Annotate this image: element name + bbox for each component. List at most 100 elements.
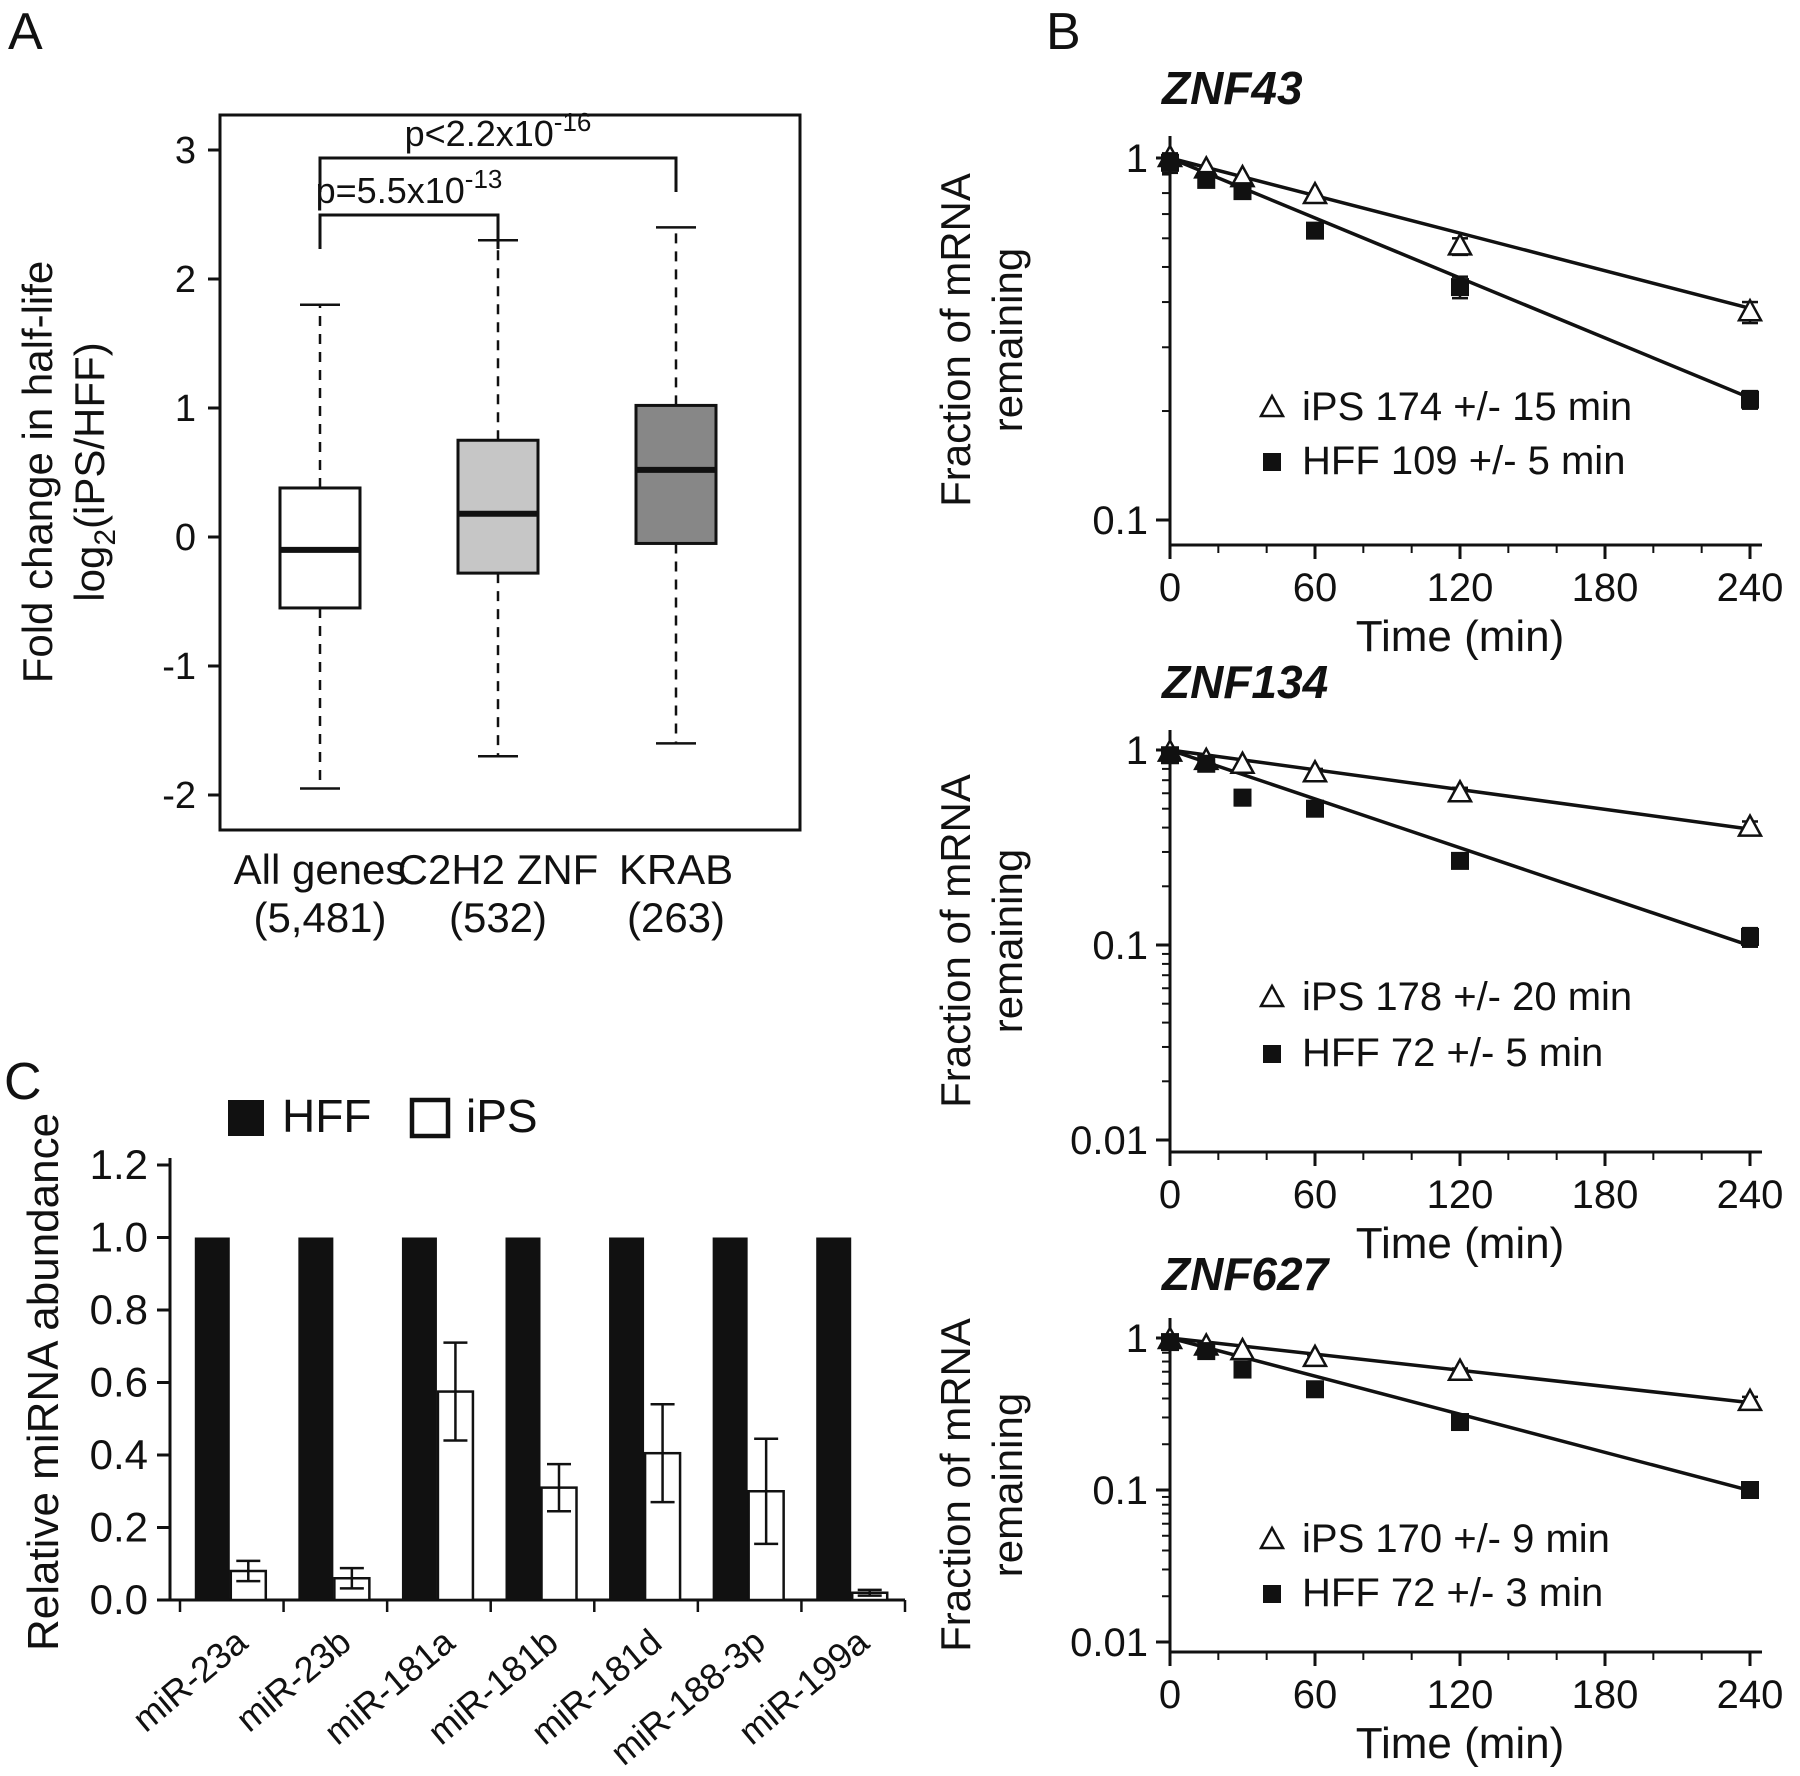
x-tick-label: 240: [1717, 566, 1784, 610]
legend-marker-HFF: [1263, 453, 1281, 471]
data-point-HFF: [1306, 799, 1324, 818]
y-tick-label: -2: [162, 775, 196, 817]
y-tick-label: 0.6: [90, 1359, 148, 1406]
x-tick-label: 0: [1159, 1173, 1181, 1217]
y-tick-label: 0.01: [1070, 1119, 1148, 1163]
data-point-iPS: [1301, 758, 1329, 783]
y-tick-label: 1: [175, 388, 196, 430]
svg-text:p<2.2x10-16: p<2.2x10-16: [405, 107, 592, 154]
bar-HFF: [816, 1237, 852, 1600]
data-point-HFF: [1197, 754, 1216, 773]
legend-marker-HFF: [1263, 1045, 1281, 1063]
y-axis-title: Fold change in half-life: [14, 261, 61, 684]
y-tick-label: 0.2: [90, 1504, 148, 1551]
y-tick-label: 1: [1126, 1317, 1148, 1361]
plot-frame: [218, 113, 802, 832]
group-label: C2H2 ZNF: [398, 846, 599, 893]
x-category-label: miR-23a: [124, 1620, 255, 1739]
legend-label: HFF 109 +/- 5 min: [1302, 439, 1625, 483]
data-point-iPS: [1229, 1336, 1256, 1361]
x-tick-label: 0: [1159, 1673, 1181, 1717]
x-tick-label: 60: [1293, 566, 1338, 610]
data-point-iPS: [1301, 180, 1329, 205]
legend-swatch-ips: [409, 1097, 451, 1139]
data-point-iPS: [1446, 1357, 1474, 1381]
x-tick-label: 60: [1293, 1173, 1338, 1217]
legend-swatch-hff: [228, 1100, 264, 1136]
legend-marker-iPS: [1258, 1525, 1286, 1550]
legend-label: iPS 170 +/- 9 min: [1302, 1517, 1610, 1561]
group-label: KRAB: [619, 846, 733, 893]
data-point-iPS: [1736, 813, 1764, 837]
legend-label: HFF 72 +/- 3 min: [1302, 1571, 1603, 1615]
x-axis-title: Time (min): [1356, 1219, 1565, 1268]
data-point-HFF: [1741, 390, 1759, 409]
y-tick-label: 1.2: [90, 1141, 148, 1188]
data-point-HFF: [1233, 182, 1252, 201]
y-tick-label: 0.01: [1070, 1621, 1148, 1665]
y-axis-title: Fraction of mRNA: [932, 774, 979, 1108]
legend-marker-iPS: [1258, 983, 1286, 1008]
y-tick-label: 0.1: [1092, 924, 1148, 968]
significance-bracket: [318, 213, 500, 249]
y-axis-title: remaining: [984, 1393, 1031, 1577]
svg-text:log2(iPS/HFF): log2(iPS/HFF): [66, 342, 122, 601]
y-tick-label: 0.1: [1092, 499, 1148, 543]
box-1: [456, 438, 540, 575]
bar-HFF: [401, 1237, 437, 1600]
x-axis-title: Time (min): [1356, 612, 1565, 661]
data-point-HFF: [1197, 170, 1216, 189]
data-point-iPS: [1301, 1343, 1329, 1368]
data-point-HFF: [1306, 1380, 1324, 1399]
y-axis-title: remaining: [984, 248, 1031, 432]
x-tick-label: 180: [1572, 1673, 1639, 1717]
bar-HFF: [298, 1237, 334, 1600]
x-tick-label: 120: [1427, 566, 1494, 610]
svg-text:p=5.5x10-13: p=5.5x10-13: [316, 164, 503, 211]
chart-title: ZNF43: [1160, 62, 1303, 114]
legend-marker-iPS: [1258, 393, 1286, 418]
y-tick-label: -1: [162, 646, 196, 688]
data-point-HFF: [1451, 1413, 1469, 1432]
y-axis-title: remaining: [984, 849, 1031, 1033]
data-point-iPS: [1736, 1387, 1764, 1412]
y-tick-label: 2: [175, 259, 196, 301]
decay-line-HFF: [1169, 748, 1751, 948]
x-tick-label: 0: [1159, 566, 1181, 610]
legend-label: HFF: [282, 1090, 371, 1142]
y-axis-title: Fraction of mRNA: [932, 173, 979, 507]
data-point-iPS: [1229, 750, 1256, 775]
data-point-iPS: [1446, 231, 1474, 256]
y-tick-label: 0.1: [1092, 1469, 1148, 1513]
x-axis-title: Time (min): [1356, 1719, 1565, 1768]
mirna-abundance-bar-chart: Relative miRNA abundance 0.0 0.2 0.4 0.6 0.8 1…: [19, 1090, 907, 1773]
halflife-boxplot-chart: 3 2 1 0 -1 -2 Fold change in half-life log2(iPS…: [14, 107, 802, 941]
data-point-HFF: [1451, 278, 1469, 297]
x-tick-label: 60: [1293, 1673, 1338, 1717]
legend-label: HFF 72 +/- 5 min: [1302, 1031, 1603, 1075]
group-count: (5,481): [253, 894, 386, 941]
y-tick-label: 3: [175, 130, 196, 172]
panel-c-label: C: [4, 1053, 42, 1111]
data-point-HFF: [1161, 153, 1179, 172]
y-tick-label: 0.0: [90, 1576, 148, 1623]
data-point-HFF: [1161, 1333, 1179, 1352]
chart-title: ZNF627: [1160, 1248, 1331, 1300]
data-point-HFF: [1741, 1481, 1759, 1499]
y-tick-label: 0.8: [90, 1286, 148, 1333]
y-tick-label: 0: [175, 517, 196, 559]
legend-label: iPS: [466, 1090, 538, 1142]
group-count: (532): [449, 894, 547, 941]
bar-HFF: [712, 1237, 748, 1600]
bar-iPS: [643, 1451, 682, 1602]
y-tick-label: 1: [1126, 729, 1148, 773]
x-tick-label: 180: [1572, 1173, 1639, 1217]
data-point-HFF: [1741, 927, 1759, 946]
y-axis-title: Relative miRNA abundance: [19, 1113, 68, 1651]
data-point-HFF: [1306, 221, 1324, 240]
bar-HFF: [194, 1237, 230, 1600]
group-label: All genes: [234, 846, 407, 893]
data-point-iPS: [1736, 297, 1764, 322]
